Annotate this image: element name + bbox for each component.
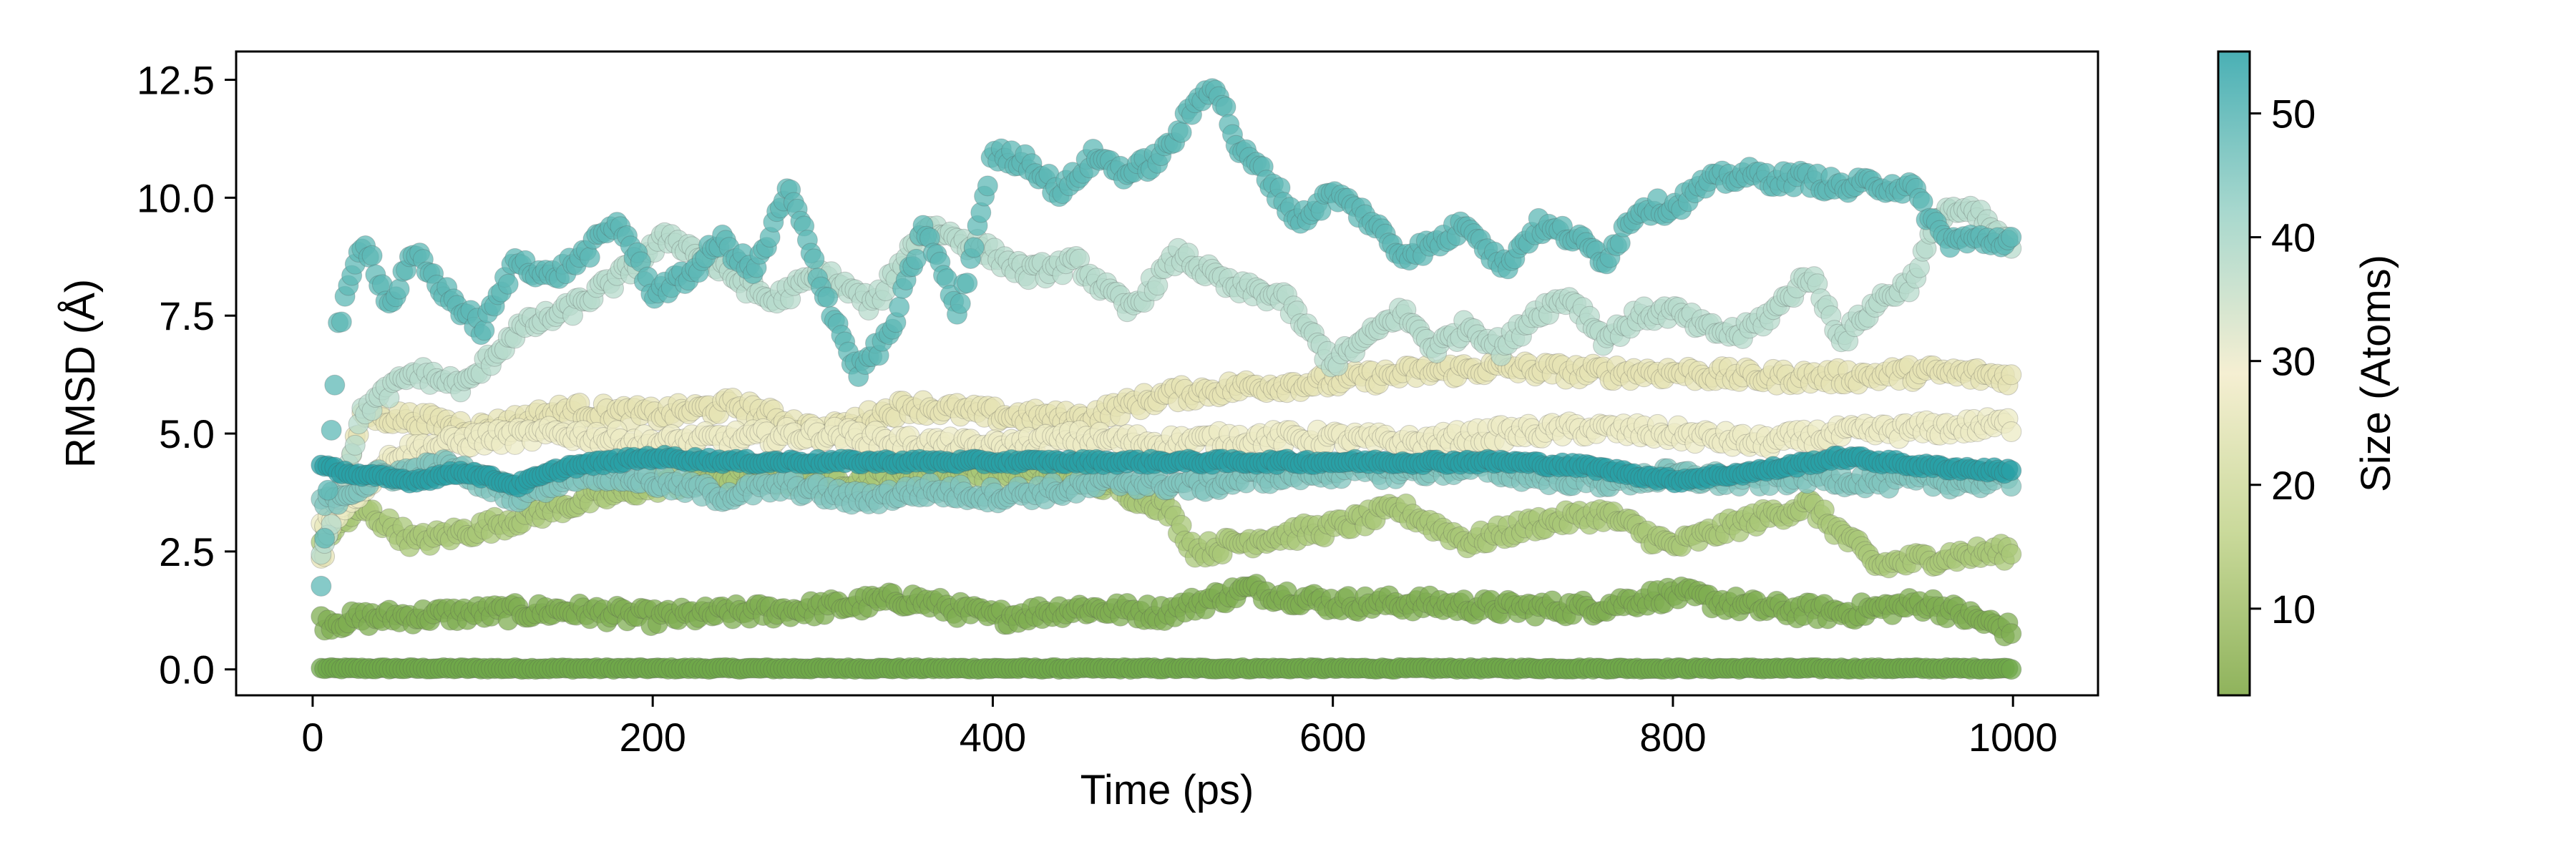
data-point xyxy=(1171,122,1192,143)
colorbar-label: Size (Atoms) xyxy=(2353,255,2399,492)
data-point xyxy=(2001,659,2022,680)
colorbar xyxy=(2217,50,2251,697)
data-point xyxy=(977,175,998,197)
y-tick-label: 5.0 xyxy=(159,411,215,456)
colorbar-tick-label: 50 xyxy=(2271,92,2316,137)
y-tick-label: 7.5 xyxy=(159,293,215,338)
data-point xyxy=(579,247,600,268)
data-point xyxy=(474,320,495,341)
data-point xyxy=(314,527,336,549)
y-tick-label: 10.0 xyxy=(137,175,215,220)
colorbar-tick-label: 20 xyxy=(2271,463,2316,508)
colorbar-tick-label: 30 xyxy=(2271,339,2316,384)
data-point xyxy=(331,311,352,333)
colorbar-ticks: 10 20 30 40 50 xyxy=(2250,92,2316,632)
x-tick-label: 0 xyxy=(301,715,323,760)
colorbar-tick-label: 10 xyxy=(2271,587,2316,632)
data-point xyxy=(361,245,383,266)
data-point xyxy=(1215,97,1236,118)
data-point xyxy=(2001,623,2022,645)
data-point xyxy=(344,434,366,456)
data-point xyxy=(317,479,338,501)
data-point xyxy=(817,287,839,308)
data-point xyxy=(889,296,910,318)
data-point xyxy=(957,273,978,294)
data-point xyxy=(2001,544,2022,565)
data-point xyxy=(324,374,346,396)
y-axis-label: RMSD (Å) xyxy=(57,279,104,468)
x-tick-label: 200 xyxy=(619,715,686,760)
x-tick-label: 1000 xyxy=(1968,715,2058,760)
x-axis-label: Time (ps) xyxy=(1080,767,1254,813)
data-point xyxy=(321,419,342,441)
data-point xyxy=(2001,421,2022,442)
x-tick-label: 400 xyxy=(960,715,1026,760)
data-point xyxy=(2001,227,2022,248)
colorbar-tick-label: 40 xyxy=(2271,215,2316,260)
data-point xyxy=(497,273,519,295)
data-point xyxy=(950,293,971,314)
x-tick-label: 800 xyxy=(1639,715,1706,760)
data-point xyxy=(311,575,332,597)
data-point xyxy=(804,248,825,270)
data-point xyxy=(2001,460,2022,481)
y-tick-label: 12.5 xyxy=(137,58,215,103)
x-tick-label: 600 xyxy=(1299,715,1366,760)
scatter-points xyxy=(311,78,2022,680)
data-point xyxy=(963,237,985,258)
y-tick-label: 0.0 xyxy=(159,647,215,692)
data-point xyxy=(2001,364,2022,386)
data-point xyxy=(389,278,410,300)
y-tick-label: 2.5 xyxy=(159,529,215,574)
